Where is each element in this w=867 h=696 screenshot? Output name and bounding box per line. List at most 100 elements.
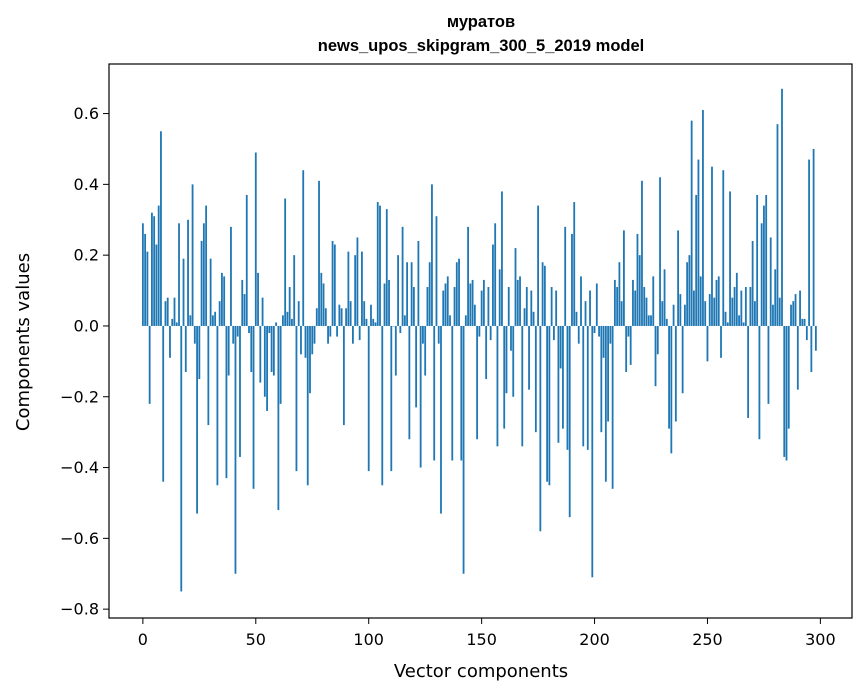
bar-14	[173, 297, 176, 326]
bar-186	[562, 325, 564, 429]
bar-85	[333, 244, 336, 326]
bar-61	[279, 325, 282, 404]
bar-19	[184, 325, 187, 372]
bar-203	[600, 325, 603, 433]
bar-183	[555, 290, 558, 326]
bar-207	[609, 325, 612, 344]
bar-246	[697, 159, 700, 326]
bar-41	[234, 325, 237, 574]
bar-146	[471, 279, 474, 326]
bar-233	[668, 325, 670, 429]
bar-232	[665, 318, 668, 326]
bar-211	[618, 262, 621, 326]
bar-255	[717, 276, 720, 326]
bar-226	[652, 276, 655, 326]
bar-40	[232, 325, 235, 344]
bar-122	[417, 241, 420, 326]
bar-152	[485, 325, 488, 380]
bar-293	[803, 318, 806, 326]
bar-151	[482, 279, 485, 326]
bar-117	[406, 262, 409, 326]
bar-12	[169, 325, 171, 358]
bar-267	[744, 287, 747, 326]
bar-65	[288, 287, 291, 326]
bar-114	[399, 325, 402, 334]
bar-120	[412, 287, 415, 326]
bar-179	[546, 325, 549, 482]
bar-162	[507, 287, 510, 326]
bar-165	[514, 248, 517, 326]
bar-127	[428, 262, 431, 326]
bar-175	[537, 205, 539, 326]
bar-99	[365, 318, 368, 326]
bar-115	[401, 226, 404, 326]
bar-58	[272, 325, 275, 376]
bar-80	[322, 283, 325, 326]
bar-126	[426, 287, 429, 326]
bar-59	[275, 322, 278, 326]
bar-66	[291, 318, 293, 326]
bar-7	[157, 205, 160, 326]
bar-192	[575, 311, 578, 326]
bar-82	[327, 325, 329, 344]
y-tick-label: 0.0	[74, 316, 99, 335]
bar-116	[403, 315, 406, 326]
bar-172	[530, 290, 533, 326]
bar-158	[498, 269, 501, 326]
bar-72	[304, 325, 307, 358]
y-tick-label: 0.2	[74, 246, 99, 265]
bar-219	[636, 233, 639, 326]
bar-160	[503, 325, 506, 429]
bar-180	[548, 325, 551, 486]
bar-15	[175, 322, 178, 326]
y-tick-label: −0.6	[60, 529, 99, 548]
bar-288	[792, 301, 795, 326]
bar-23	[193, 325, 196, 344]
bar-102	[372, 318, 375, 326]
bar-156	[494, 223, 497, 326]
bar-22	[191, 184, 194, 326]
bar-253	[713, 297, 716, 326]
y-axis-ticks: 0.6 0.4 0.2 0.0 −0.2 −0.4 −0.6 −0.8	[60, 104, 109, 619]
y-tick-label: 0.4	[74, 175, 99, 194]
bar-181	[550, 287, 553, 326]
bar-79	[320, 272, 323, 326]
bar-16	[178, 223, 180, 326]
bar-208	[611, 325, 614, 489]
bar-0	[141, 223, 144, 326]
bar-45	[243, 294, 246, 326]
bar-289	[794, 294, 797, 326]
bar-27	[202, 223, 205, 326]
y-axis-label: Components values	[13, 253, 34, 431]
bar-287	[790, 304, 792, 326]
bar-290	[796, 325, 799, 390]
bar-113	[397, 255, 399, 326]
bar-106	[381, 325, 384, 486]
bar-225	[650, 315, 652, 326]
bar-214	[625, 325, 628, 372]
bar-44	[241, 279, 244, 326]
bar-275	[763, 205, 765, 326]
bar-112	[394, 325, 397, 376]
bar-94	[354, 255, 357, 326]
x-tick-label: 200	[579, 630, 610, 649]
bar-64	[286, 311, 289, 326]
bar-130	[435, 216, 438, 326]
bar-184	[557, 325, 560, 443]
bar-2	[146, 251, 149, 326]
bar-92	[349, 301, 352, 326]
bar-101	[370, 304, 372, 326]
bar-149	[478, 325, 481, 337]
bar-285	[785, 325, 788, 461]
bar-144	[467, 226, 469, 326]
bar-243	[690, 120, 693, 326]
bar-269	[749, 287, 752, 326]
bar-6	[155, 244, 158, 326]
bar-55	[266, 325, 268, 411]
bar-280	[774, 269, 777, 326]
bar-129	[433, 325, 436, 461]
bar-1	[144, 233, 147, 326]
bar-154	[489, 325, 492, 341]
chart-title-line2: news_upos_skipgram_300_5_2019 model	[318, 37, 645, 55]
bar-260	[729, 191, 731, 326]
